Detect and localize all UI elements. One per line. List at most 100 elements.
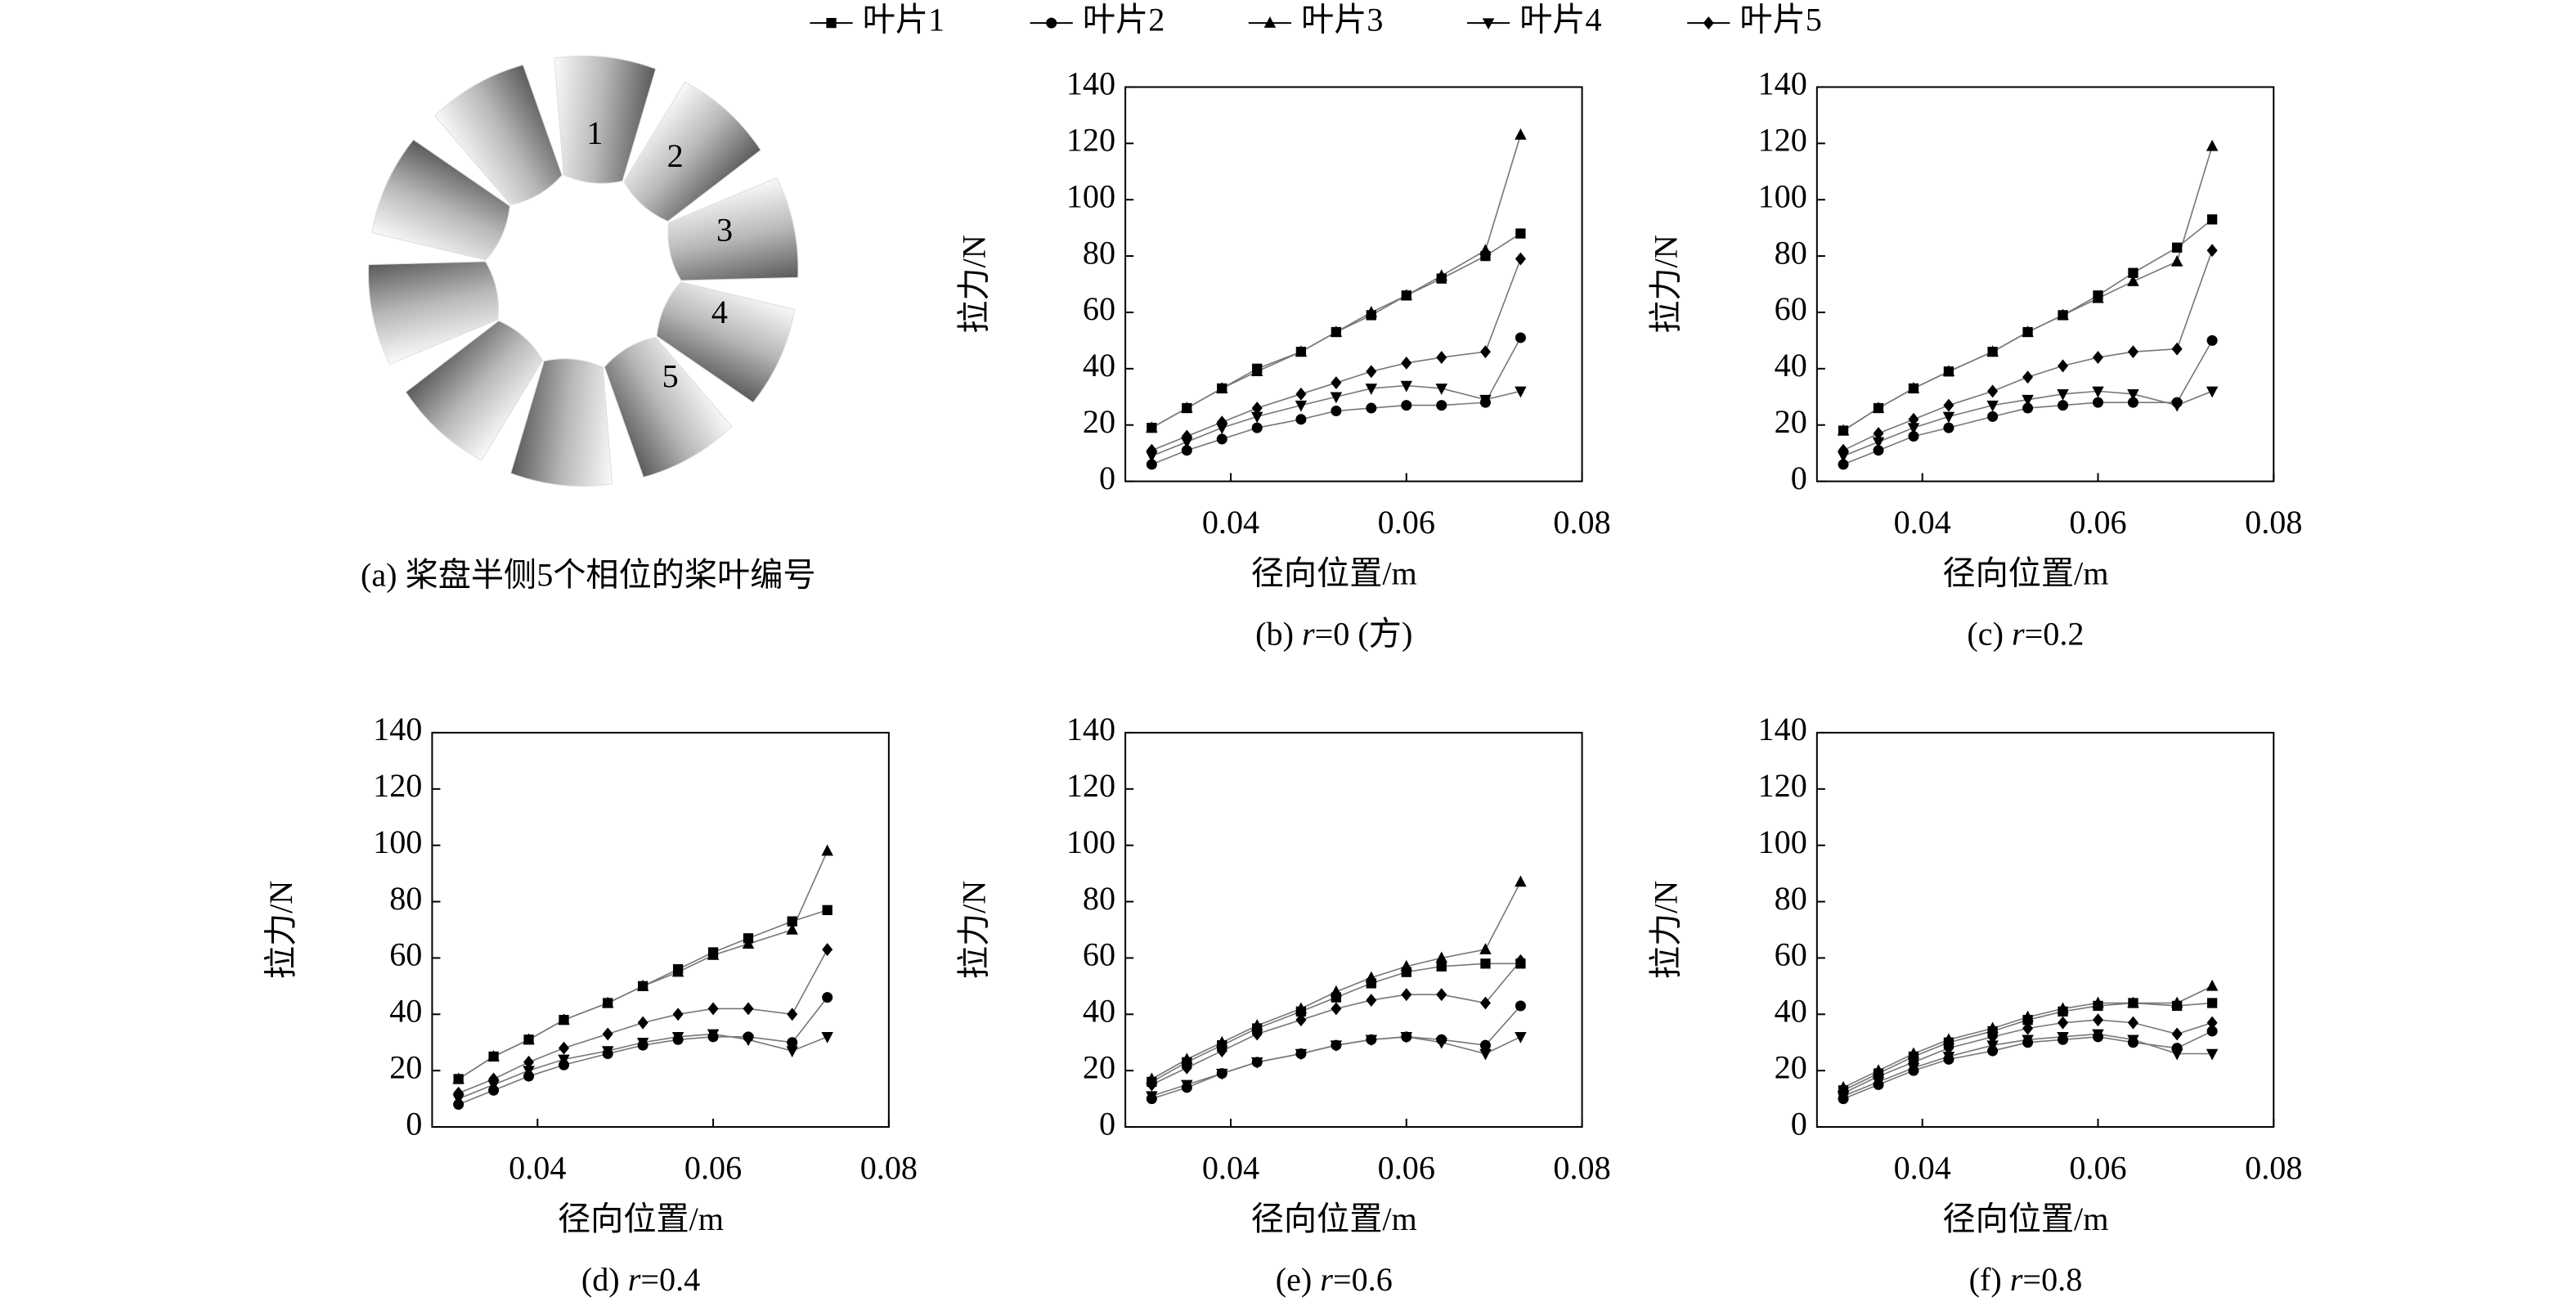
marker [2206, 1048, 2219, 1061]
marker [1216, 1044, 1227, 1058]
y-tick-label: 120 [1066, 767, 1115, 804]
marker [2171, 1027, 2183, 1041]
marker [1251, 402, 1263, 415]
series-line [1842, 146, 2213, 432]
legend-label: 叶片2 [1083, 1, 1165, 38]
legend-label: 叶片4 [1519, 1, 1601, 38]
marker [1401, 400, 1412, 411]
marker [1216, 1068, 1228, 1080]
marker [2127, 1016, 2138, 1030]
marker [2092, 351, 2104, 365]
marker [1436, 400, 1447, 411]
marker [1365, 384, 1378, 395]
chart-caption: (c) r=0.2 [1967, 616, 2084, 653]
x-tick-label: 0.04 [1202, 1149, 1259, 1186]
marker [826, 17, 837, 29]
propeller-diagram: 1 2 3 4 5 (a) 桨盘半侧5个相位的桨叶编号 [361, 51, 816, 593]
y-tick-label: 140 [373, 711, 422, 747]
marker [1986, 1040, 1999, 1052]
marker [1872, 1077, 1885, 1088]
marker [1515, 954, 1526, 967]
marker [1479, 1048, 1492, 1061]
y-tick-label: 20 [1083, 1048, 1115, 1085]
marker [1331, 376, 1342, 390]
y-axis-label: 拉力/N [1647, 235, 1684, 333]
marker [452, 1093, 464, 1106]
x-tick-label: 0.06 [2069, 1149, 2126, 1186]
plot-frame [1124, 731, 1583, 1129]
caption-part: r [1302, 616, 1315, 653]
y-tick-label: 0 [1791, 1105, 1807, 1142]
marker [523, 1033, 535, 1045]
x-tick-label: 0.06 [684, 1149, 742, 1186]
marker [1400, 380, 1413, 393]
marker [822, 904, 832, 916]
marker [1436, 961, 1447, 972]
marker [1873, 1070, 1884, 1084]
y-tick-label: 40 [1083, 347, 1115, 384]
marker [1943, 398, 1954, 412]
marker [672, 1008, 684, 1021]
marker [2127, 397, 2138, 408]
y-tick-label: 80 [1775, 234, 1807, 271]
marker [1479, 1039, 1491, 1051]
marker [2206, 214, 2218, 225]
x-axis-label: 径向位置/m [1251, 554, 1417, 591]
y-tick-label: 40 [1083, 993, 1115, 1030]
marker [1146, 1072, 1158, 1084]
marker [2092, 1029, 2104, 1041]
marker [2092, 291, 2104, 303]
marker [1331, 405, 1342, 416]
marker [1943, 422, 1954, 433]
marker [2058, 359, 2069, 373]
y-tick-label: 140 [1758, 711, 1807, 747]
x-tick-label: 0.04 [1894, 1149, 1951, 1186]
marker [1146, 1091, 1158, 1103]
y-tick-label: 80 [389, 880, 422, 917]
marker [2206, 998, 2218, 1008]
marker [2170, 1048, 2183, 1061]
marker [1250, 1019, 1263, 1030]
marker [636, 979, 649, 991]
marker [2206, 334, 2218, 346]
marker [707, 1002, 719, 1016]
marker [1366, 402, 1377, 414]
marker [453, 1086, 464, 1100]
marker [2092, 397, 2104, 408]
marker [1515, 252, 1526, 266]
x-tick-label: 0.08 [2245, 1149, 2302, 1186]
series-line [458, 909, 828, 1080]
marker [1515, 1032, 1527, 1043]
marker [1400, 1032, 1413, 1043]
marker [2057, 308, 2069, 321]
marker [1401, 988, 1412, 1002]
marker [671, 1032, 684, 1043]
marker [1295, 1013, 1307, 1027]
marker [2127, 345, 2138, 359]
marker [2022, 1034, 2034, 1047]
marker [2127, 1034, 2139, 1047]
marker [1482, 18, 1495, 30]
marker [1295, 1002, 1308, 1014]
marker [452, 1072, 464, 1084]
marker [2206, 1016, 2218, 1030]
y-tick-label: 60 [1775, 936, 1807, 973]
series-line [1151, 258, 1522, 451]
marker [1986, 400, 1999, 412]
x-tick-label: 0.08 [860, 1149, 918, 1186]
marker [821, 1032, 833, 1043]
marker [637, 1016, 648, 1030]
marker [1365, 306, 1378, 317]
marker [2092, 1013, 2104, 1027]
marker [487, 1079, 500, 1092]
y-tick-label: 20 [389, 1048, 422, 1085]
marker [1872, 437, 1885, 449]
y-tick-label: 140 [1066, 711, 1115, 747]
x-tick-label: 0.04 [1202, 504, 1259, 541]
marker [1479, 394, 1492, 406]
y-tick-label: 80 [1083, 880, 1115, 917]
marker [1435, 951, 1447, 963]
caption-part: (c) [1967, 616, 2012, 653]
marker [786, 1046, 798, 1058]
marker [1479, 244, 1492, 255]
